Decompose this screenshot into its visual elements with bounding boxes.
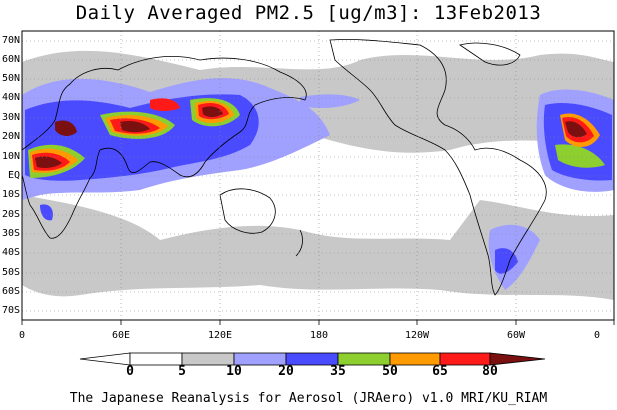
lat-label-20s: 20S — [1, 209, 20, 220]
map-gridlines — [22, 31, 614, 320]
coastlines — [22, 39, 547, 296]
colorbar — [79, 352, 546, 366]
lon-label-120e: 120E — [207, 330, 233, 341]
colorbar-label-80: 80 — [482, 364, 498, 379]
colorbar-label-5: 5 — [178, 364, 186, 379]
colorbar-label-0: 0 — [126, 364, 134, 379]
map-frame — [21, 30, 615, 321]
lat-label-30n: 30N — [1, 112, 20, 123]
lat-label-40s: 40S — [1, 247, 20, 258]
colorbar-arrow-low — [79, 352, 131, 366]
lon-label-60e: 60E — [111, 330, 131, 341]
colorbar-arrow-high — [489, 352, 546, 366]
lat-label-10n: 10N — [1, 151, 20, 162]
lat-label-50s: 50S — [1, 267, 20, 278]
colorbar-label-10: 10 — [226, 364, 242, 379]
map-ticks — [21, 320, 615, 325]
lat-label-60n: 60N — [1, 54, 20, 65]
colorbar-label-50: 50 — [382, 364, 398, 379]
lat-label-70n: 70N — [1, 35, 20, 46]
lat-label-20n: 20N — [1, 131, 20, 142]
footer-credit: The Japanese Reanalysis for Aerosol (JRA… — [69, 391, 548, 406]
lat-label-60s: 60S — [1, 286, 20, 297]
lon-label-120w: 120W — [404, 330, 430, 341]
lat-label-10s: 10S — [1, 189, 20, 200]
lon-label-0-left: 0 — [18, 330, 26, 341]
lat-label-30s: 30S — [1, 228, 20, 239]
colorbar-label-35: 35 — [330, 364, 346, 379]
lon-label-60w: 60W — [506, 330, 526, 341]
pm25-band-80-plus — [35, 106, 587, 168]
lat-label-50n: 50N — [1, 73, 20, 84]
lon-label-0-right: 0 — [593, 330, 601, 341]
map-title: Daily Averaged PM2.5 [ug/m3]: 13Feb2013 — [75, 2, 542, 24]
colorbar-segment-0 — [129, 352, 183, 366]
lat-label-40n: 40N — [1, 92, 20, 103]
lat-label-eq: EQ — [7, 170, 20, 181]
colorbar-label-65: 65 — [432, 364, 448, 379]
colorbar-label-20: 20 — [278, 364, 294, 379]
lat-label-70s: 70S — [1, 305, 20, 316]
lon-label-180: 180 — [309, 330, 329, 341]
